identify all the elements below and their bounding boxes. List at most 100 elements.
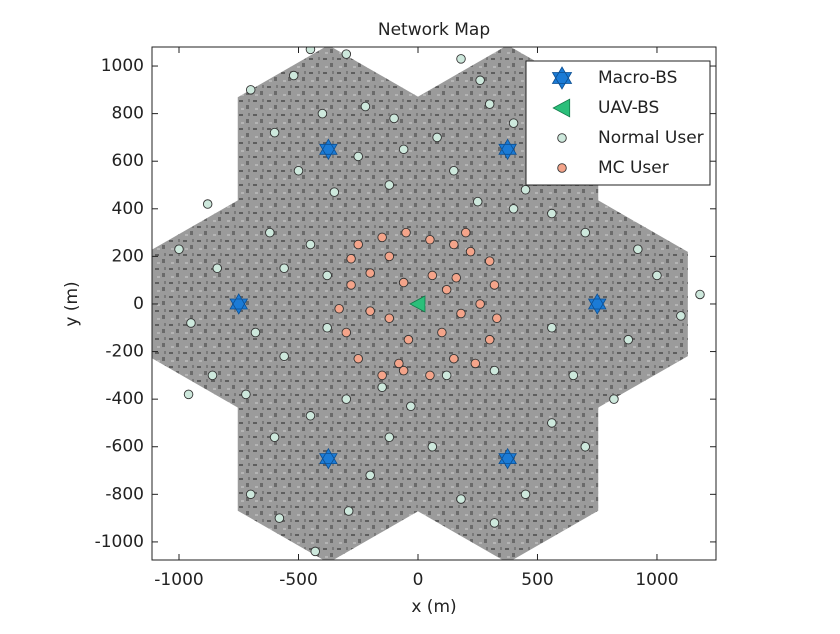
user xyxy=(288,70,299,81)
user xyxy=(334,303,344,314)
user xyxy=(508,118,519,128)
user xyxy=(183,389,194,400)
user xyxy=(465,246,476,257)
user xyxy=(269,127,280,138)
user xyxy=(202,199,213,209)
user xyxy=(520,489,531,500)
user xyxy=(508,204,519,214)
user xyxy=(441,284,452,295)
user xyxy=(427,441,438,452)
user xyxy=(547,208,557,219)
user xyxy=(401,227,411,238)
user xyxy=(384,313,395,324)
user xyxy=(186,318,196,328)
chart-title: Network Map xyxy=(378,20,490,40)
user xyxy=(329,187,340,197)
legend-label: Macro-BS xyxy=(598,68,677,88)
macro-bs xyxy=(551,66,573,90)
uav-bs xyxy=(409,295,426,313)
legend-label: Normal User xyxy=(598,128,704,148)
user xyxy=(406,401,416,412)
user xyxy=(547,323,557,333)
user xyxy=(384,251,395,262)
legend: Macro-BS UAV-BS Normal User MC User xyxy=(525,60,711,186)
user xyxy=(489,365,500,376)
x-tick-label: 0 xyxy=(413,570,424,590)
user xyxy=(398,277,409,288)
user xyxy=(609,394,619,404)
user xyxy=(341,394,352,404)
y-tick-label: 200 xyxy=(112,246,144,266)
user xyxy=(207,370,218,381)
y-tick-label: -200 xyxy=(105,342,144,362)
user xyxy=(377,232,387,243)
user xyxy=(580,441,591,452)
user xyxy=(274,513,285,523)
macro-bs xyxy=(319,447,338,470)
user xyxy=(305,239,316,250)
user xyxy=(437,327,447,338)
user xyxy=(269,432,280,442)
user xyxy=(212,263,222,274)
user xyxy=(456,308,466,319)
user xyxy=(279,263,289,274)
user xyxy=(451,273,461,283)
user xyxy=(322,270,332,281)
user xyxy=(305,47,316,55)
user xyxy=(449,239,459,250)
user xyxy=(341,327,352,338)
user xyxy=(174,244,184,254)
x-tick-label: -500 xyxy=(279,570,318,590)
user xyxy=(305,411,316,421)
x-tick-label: 1000 xyxy=(635,570,678,590)
legend-label: UAV-BS xyxy=(598,98,659,118)
legend-label: MC User xyxy=(598,158,669,178)
user xyxy=(250,327,261,338)
user xyxy=(377,382,387,393)
user xyxy=(365,306,375,316)
user xyxy=(432,132,442,143)
user xyxy=(343,506,354,516)
user xyxy=(623,334,634,345)
macro-bs xyxy=(587,293,607,315)
user xyxy=(384,180,395,190)
user xyxy=(398,365,409,376)
macro-bs xyxy=(498,447,517,470)
user xyxy=(676,311,686,321)
user xyxy=(547,418,557,428)
user xyxy=(310,546,320,557)
user xyxy=(461,227,471,238)
user xyxy=(398,144,409,155)
user xyxy=(353,151,363,162)
y-tick-label: 800 xyxy=(112,104,144,124)
user xyxy=(695,289,705,300)
y-tick-label: 1000 xyxy=(101,56,144,76)
macro-bs xyxy=(229,293,249,315)
user xyxy=(389,113,399,124)
user xyxy=(568,370,579,381)
user xyxy=(475,75,485,86)
user xyxy=(394,358,404,369)
user xyxy=(633,244,643,254)
user xyxy=(425,370,435,381)
y-tick-label: -400 xyxy=(105,389,144,409)
user xyxy=(427,270,438,281)
user xyxy=(360,101,371,112)
y-tick-label: -800 xyxy=(105,484,144,504)
user xyxy=(520,185,531,195)
user xyxy=(293,165,304,176)
user xyxy=(241,389,251,400)
uav-bs xyxy=(552,98,571,118)
user xyxy=(652,270,662,281)
user xyxy=(557,133,567,143)
y-tick-label: 400 xyxy=(112,199,144,219)
user xyxy=(580,227,591,238)
user xyxy=(489,518,500,528)
user xyxy=(456,494,466,504)
user xyxy=(403,334,414,345)
user xyxy=(365,470,375,481)
user xyxy=(449,165,459,176)
user xyxy=(484,256,495,266)
user xyxy=(441,370,452,381)
y-tick-label: -1000 xyxy=(95,532,144,552)
